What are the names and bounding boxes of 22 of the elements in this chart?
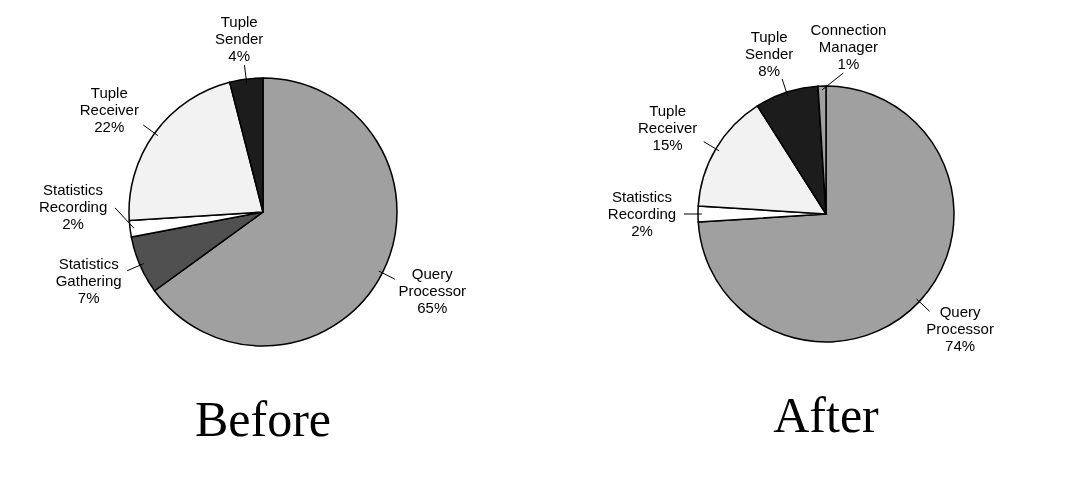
slice-label: Statistics Gathering	[55, 255, 122, 290]
data-label: 8%	[758, 62, 780, 80]
data-label: 2%	[62, 215, 84, 233]
slice-label: Statistics Recording	[38, 181, 108, 216]
data-label: 74%	[945, 337, 976, 354]
slice-label: Tuple Sender	[744, 28, 794, 63]
slice-label: Statistics Recording	[607, 188, 677, 222]
slice-label: Query Processor	[398, 264, 467, 299]
data-label: 2%	[631, 222, 653, 239]
slice-label: Tuple Receiver	[79, 83, 139, 118]
data-label: 7%	[77, 289, 100, 307]
slice-label: Tuple Receiver	[638, 102, 698, 137]
data-label: 15%	[652, 136, 683, 154]
text: After	[773, 387, 880, 443]
slice-label: Query Processor	[926, 303, 994, 337]
data-label: 65%	[417, 298, 448, 316]
text: Before	[194, 391, 332, 447]
data-label: 1%	[837, 55, 860, 73]
slice-label: Tuple Sender	[215, 13, 264, 48]
data-label: 22%	[94, 117, 125, 135]
slice-label: Connection Manager	[810, 21, 887, 56]
data-label: 4%	[228, 47, 251, 65]
